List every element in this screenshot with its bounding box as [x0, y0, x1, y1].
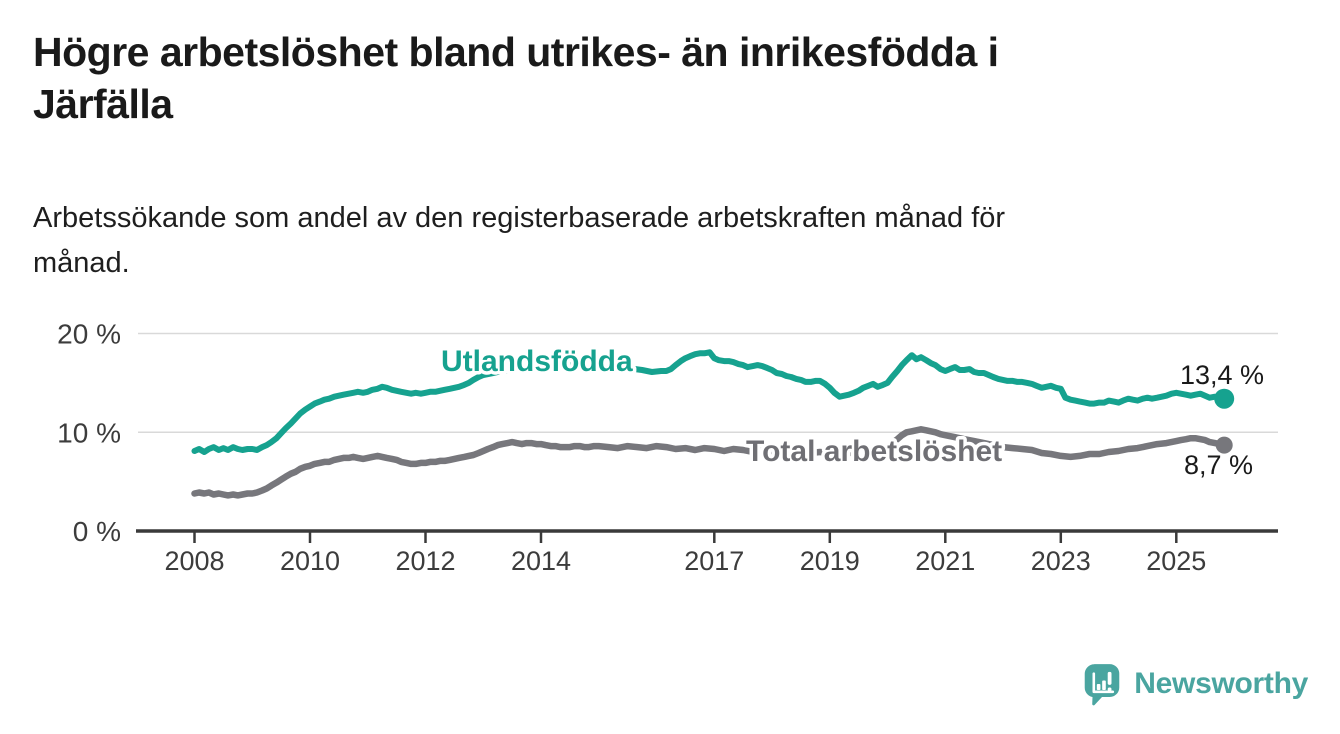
series-label-total-arbetsloshet: Total arbetslöshet — [746, 435, 1002, 468]
subtitle-line-2: månad. — [33, 246, 130, 279]
series-end-dot-1 — [1215, 436, 1233, 454]
x-axis-tick-label: 2025 — [1146, 546, 1206, 576]
series-layer — [191, 349, 1235, 499]
series-line-0 — [191, 349, 1228, 455]
series-label-utlandsfodda: Utlandsfödda — [441, 345, 633, 378]
chart-subtitle: Arbetssökande som andel av den registerb… — [33, 196, 1005, 286]
x-axis-tick-label: 2023 — [1031, 546, 1091, 576]
series-line-1 — [191, 426, 1228, 499]
newsworthy-logo-icon — [1085, 664, 1120, 706]
x-axis-tick-label: 2008 — [164, 546, 224, 576]
exclamation-dot — [1107, 687, 1112, 692]
y-axis-tick-label: 10 % — [57, 417, 121, 448]
title-line-1: Högre arbetslöshet bland utrikes- än inr… — [33, 29, 999, 75]
page-title: Högre arbetslöshet bland utrikes- än inr… — [33, 26, 999, 131]
subtitle-line-1: Arbetssökande som andel av den registerb… — [33, 202, 1006, 234]
series-end-dot-0 — [1214, 388, 1235, 409]
x-axis-tick-label: 2010 — [280, 546, 340, 576]
x-axis-tick-label: 2019 — [800, 546, 860, 576]
gridlines-layer: 0 % 10 % 20 % — [57, 319, 1278, 547]
exclamation-bar — [1107, 671, 1112, 685]
axis-layer: 2008 2010 2012 2014 2017 2019 2021 2023 2025 — [136, 529, 1278, 576]
title-line-2: Järfälla — [33, 81, 173, 128]
y-axis-tick-label: 0 % — [73, 516, 121, 547]
newsworthy-brand: Newsworthy — [1083, 662, 1308, 706]
mini-chart-axis — [1092, 672, 1115, 694]
y-axis-tick-label: 20 % — [57, 319, 121, 350]
newsworthy-brand-text: Newsworthy — [1134, 667, 1308, 700]
mini-bar-2 — [1102, 680, 1107, 691]
mini-bar-1 — [1097, 684, 1101, 691]
end-value-label-total: 8,7 % — [1184, 450, 1253, 480]
x-axis-tick-label: 2012 — [395, 546, 455, 576]
end-value-label-utlandsfodda: 13,4 % — [1180, 360, 1264, 390]
x-axis-tick-label: 2021 — [915, 546, 975, 576]
x-axis-tick-label: 2014 — [511, 546, 571, 576]
x-axis-tick-label: 2017 — [684, 546, 744, 576]
labels-layer: Utlandsfödda Total arbetslöshet 13,4 % 8… — [438, 342, 1265, 481]
